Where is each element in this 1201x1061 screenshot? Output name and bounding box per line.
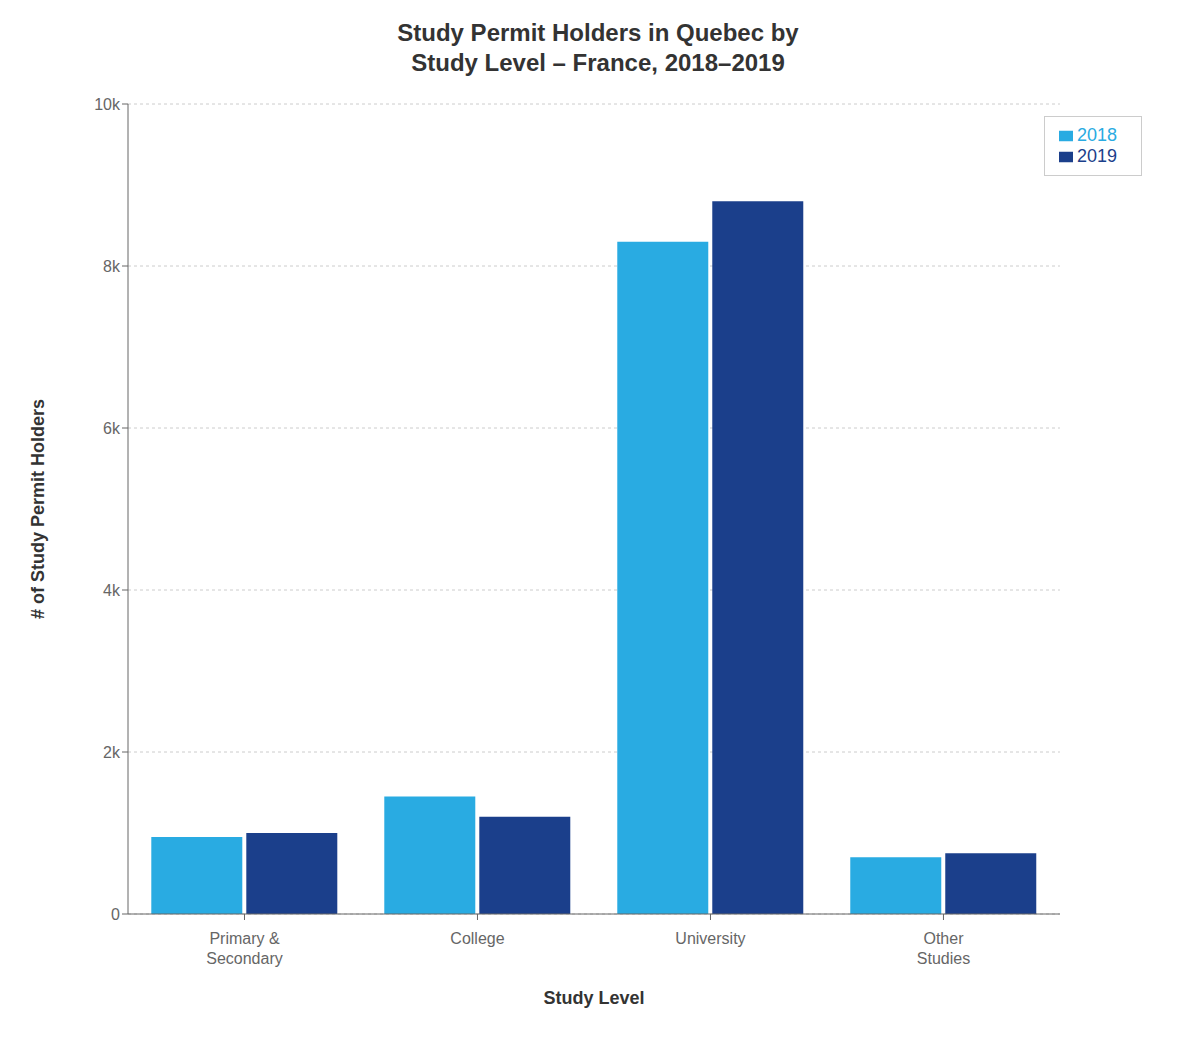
svg-text:4k: 4k: [103, 582, 121, 599]
svg-text:0: 0: [111, 906, 120, 923]
html-text:2018: 2018: [1077, 125, 1117, 145]
svg-text:10k: 10k: [94, 96, 121, 113]
svg-text:6k: 6k: [103, 420, 121, 437]
html-text:2019: 2019: [1077, 146, 1117, 166]
svg-text:8k: 8k: [103, 258, 121, 275]
svg-text:College: College: [450, 930, 504, 947]
svg-text:Primary &Secondary: Primary &Secondary: [206, 930, 283, 966]
html-text:Study Level – France, 2018–201: Study Level – France, 2018–2019: [411, 49, 785, 76]
svg-text:2k: 2k: [103, 744, 121, 761]
svg-text:# of Study Permit Holders: # of Study Permit Holders: [28, 399, 48, 619]
svg-text:Study Level: Study Level: [543, 988, 644, 1008]
svg-text:OtherStudies: OtherStudies: [917, 930, 970, 966]
svg-text:University: University: [675, 930, 745, 947]
html-text:Study Permit Holders in Quebec: Study Permit Holders in Quebec by: [397, 19, 799, 46]
